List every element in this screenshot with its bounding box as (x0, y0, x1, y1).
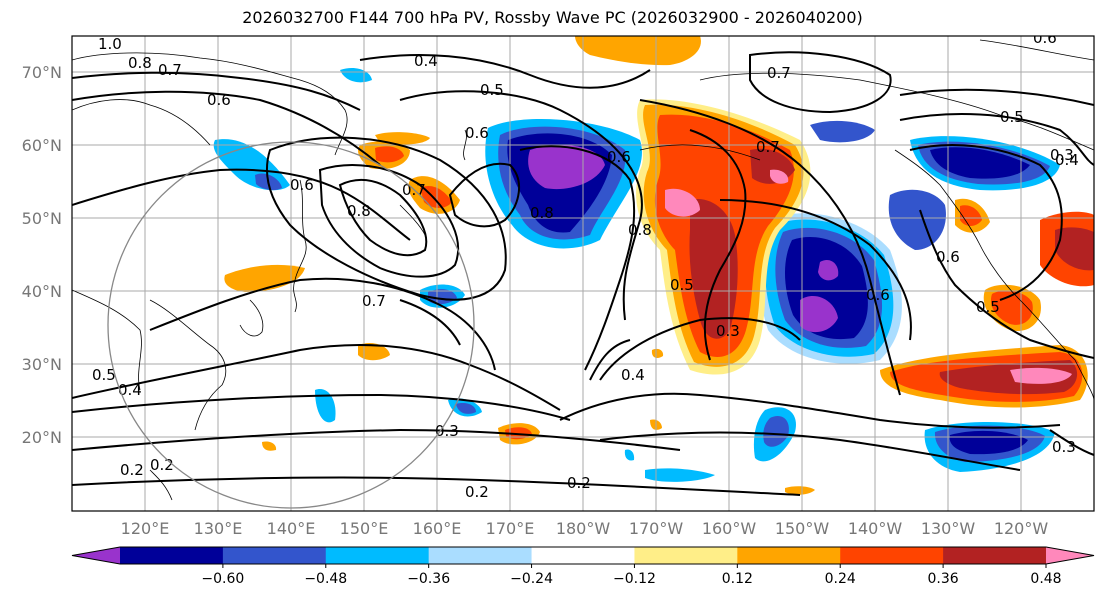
contour-label: 0.8 (347, 202, 371, 220)
contour-label: 0.6 (465, 124, 489, 142)
colorbar-segment (634, 547, 738, 564)
contour-label: 0.2 (120, 461, 144, 479)
contour-label: 0.5 (92, 366, 116, 384)
contour-label: 0.8 (628, 221, 652, 239)
contour-label: 0.3 (1050, 146, 1074, 164)
contour-label: 0.3 (716, 322, 740, 340)
lon-label: 160°W (702, 519, 757, 538)
lat-label-60: 60°N (22, 136, 62, 155)
contour-label: 0.7 (767, 64, 791, 82)
colorbar-segment (120, 547, 224, 564)
lat-label-50: 50°N (22, 209, 62, 228)
lat-label-20: 20°N (22, 428, 62, 447)
contour-labels: 1.0 0.8 0.7 0.6 0.4 0.5 0.6 0.6 0.7 0.5 … (92, 29, 1079, 501)
colorbar-outline (71, 546, 1095, 565)
chart-title: 2026032700 F144 700 hPa PV, Rossby Wave … (242, 8, 863, 27)
contour-label: 0.6 (607, 148, 631, 166)
latitude-labels: 70°N 60°N 50°N 40°N 30°N 20°N (22, 63, 62, 447)
contour-label: 0.7 (362, 292, 386, 310)
contour-label: 0.4 (1055, 151, 1079, 169)
contour-label: 0.4 (118, 381, 142, 399)
map-frame (71, 35, 1095, 512)
positive-anomaly-shading (224, 36, 1094, 495)
colorbar-extend-low (72, 547, 120, 564)
colorbar-tick-label: 0.48 (1030, 571, 1061, 587)
lat-label-40: 40°N (22, 282, 62, 301)
colorbar-tick-label: −0.60 (201, 571, 244, 587)
colorbar-tick-label: 0.36 (928, 571, 959, 587)
colorbar-segment (737, 547, 841, 564)
colorbar: −0.60 −0.48 −0.36 −0.24 −0.12 0.12 0.24 0.36 0.4… (71, 546, 1095, 587)
pv-contours (72, 51, 1094, 496)
colorbar-segment (428, 547, 533, 564)
lat-label-70: 70°N (22, 63, 62, 82)
contour-label: 0.8 (530, 204, 554, 222)
colorbar-tick-label: −0.12 (613, 571, 656, 587)
lon-label: 130°E (194, 519, 243, 538)
contour-label: 0.6 (207, 91, 231, 109)
contour-label: 0.6 (290, 176, 314, 194)
map-area: 1.0 0.8 0.7 0.6 0.4 0.5 0.6 0.6 0.7 0.5 … (72, 29, 1094, 511)
lon-label: 130°W (921, 519, 976, 538)
colorbar-segment (943, 547, 1047, 564)
contour-label: 0.7 (158, 61, 182, 79)
contour-label: 0.2 (567, 474, 591, 492)
colorbar-tick-label: 0.24 (825, 571, 856, 587)
colorbar-segment (222, 547, 327, 564)
contour-label: 0.3 (1052, 438, 1076, 456)
region-circle (107, 141, 475, 509)
lon-label: 120°E (121, 519, 170, 538)
contour-label: 0.5 (480, 81, 504, 99)
colorbar-tick-label: 0.12 (722, 571, 753, 587)
contour-label: 0.7 (756, 138, 780, 156)
lon-label: 150°W (775, 519, 830, 538)
lon-label: 120°W (994, 519, 1049, 538)
contour-label: 0.5 (976, 298, 1000, 316)
colorbar-tick-label: −0.48 (304, 571, 347, 587)
lon-label: 150°E (340, 519, 389, 538)
colorbar-segment (531, 547, 635, 564)
colorbar-tick-label: −0.36 (407, 571, 450, 587)
contour-label: 0.4 (621, 366, 645, 384)
lon-label: 140°E (267, 519, 316, 538)
lon-label: 180°W (556, 519, 611, 538)
colorbar-segment (325, 547, 430, 564)
contour-label: 0.6 (866, 286, 890, 304)
lon-label: 160°E (413, 519, 462, 538)
lat-label-30: 30°N (22, 355, 62, 374)
contour-label: 0.6 (936, 248, 960, 266)
colorbar-tick-label: −0.24 (510, 571, 553, 587)
colorbar-extend-high (1046, 547, 1094, 564)
lon-label: 140°W (848, 519, 903, 538)
longitude-labels: 120°E 130°E 140°E 150°E 160°E 170°E 180°… (121, 519, 1049, 538)
contour-label: 0.8 (128, 54, 152, 72)
contour-label: 1.0 (98, 35, 122, 53)
contour-label: 0.5 (1000, 108, 1024, 126)
coastlines (72, 39, 1094, 501)
contour-label: 0.6 (1033, 29, 1057, 47)
contour-label: 0.2 (150, 456, 174, 474)
contour-label: 0.4 (414, 52, 438, 70)
contour-label: 0.2 (465, 483, 489, 501)
lon-label: 170°E (486, 519, 535, 538)
contour-label: 0.5 (670, 276, 694, 294)
lon-label: 170°W (629, 519, 684, 538)
colorbar-segment (840, 547, 944, 564)
contour-label: 0.3 (435, 422, 459, 440)
